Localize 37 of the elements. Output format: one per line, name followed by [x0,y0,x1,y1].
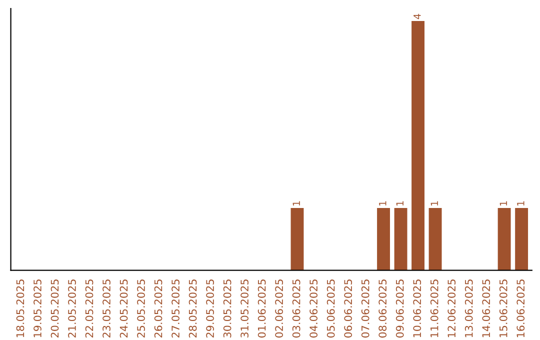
x-tick-label: 08.06.2025 [378,280,387,338]
x-tick-label: 04.06.2025 [310,280,318,338]
x-tick-label: 07.06.2025 [361,280,370,338]
x-tick-label: 10.06.2025 [413,280,422,338]
x-tick-label: 11.06.2025 [430,280,438,338]
x-tick-label: 22.05.2025 [85,280,94,338]
data-label: 1 [517,201,524,206]
x-tick-label: 27.05.2025 [172,280,180,338]
x-tick-label: 15.06.2025 [499,280,508,338]
data-label: 1 [292,201,300,206]
x-tick-label: 29.05.2025 [206,280,214,338]
x-tick-label: 23.05.2025 [102,280,110,338]
x-tick-label: 06.06.2025 [344,280,352,338]
x-tick-label: 25.05.2025 [137,280,145,338]
x-tick-label: 05.06.2025 [326,280,335,338]
x-tick-label: 30.05.2025 [223,280,232,338]
x-tick-label: 20.05.2025 [50,280,59,338]
x-tick-label: 18.05.2025 [16,280,24,338]
data-label: 1 [430,201,438,206]
x-tick-label: 26.05.2025 [154,280,162,338]
x-tick-label: 14.06.2025 [482,280,490,338]
x-tick-label: 03.06.2025 [292,280,300,338]
data-label: 1 [396,201,404,206]
x-tick-label: 12.06.2025 [448,280,456,338]
x-tick-label: 02.06.2025 [275,280,283,338]
x-tick-label: 13.06.2025 [464,280,473,338]
x-tick-label: 09.06.2025 [396,280,404,338]
x-tick-label: 31.05.2025 [240,280,248,338]
data-label: 1 [379,201,386,206]
data-label: 1 [500,201,507,206]
x-tick-label: 01.06.2025 [258,280,266,338]
x-tick-label: 24.05.2025 [120,280,128,338]
data-label: 4 [414,14,421,20]
x-tick-label: 21.05.2025 [68,280,76,338]
x-tick-label: 19.05.2025 [34,280,42,338]
x-tick-label: 28.05.2025 [188,280,197,338]
x-tick-label: 16.06.2025 [516,280,525,338]
